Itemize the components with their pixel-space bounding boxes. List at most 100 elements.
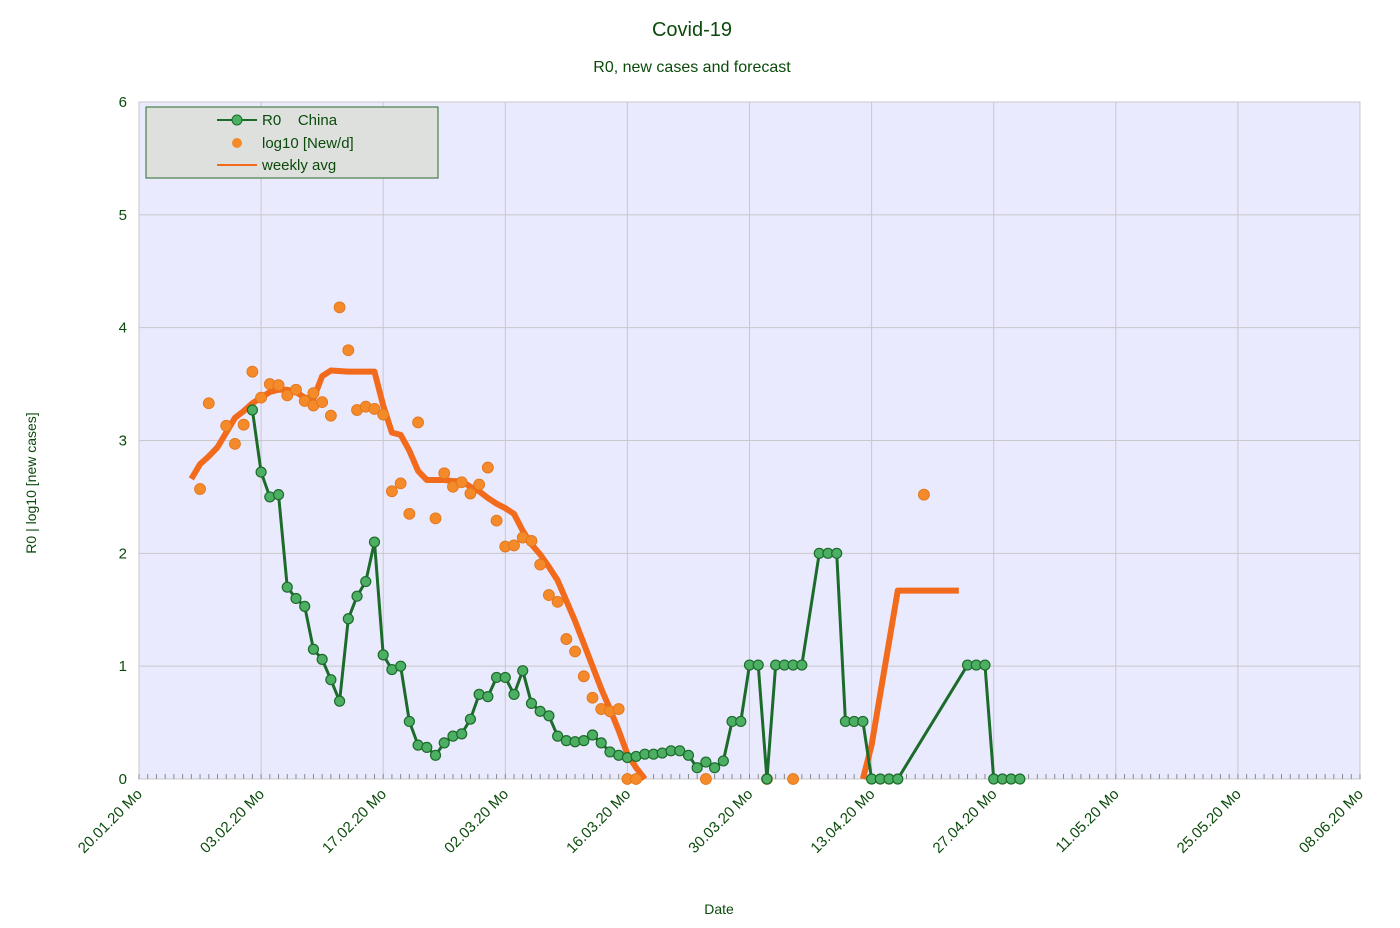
series-layer	[188, 301, 1026, 785]
x-tick-label: 20.01.20 Mo	[75, 786, 146, 857]
r0-point	[290, 592, 302, 605]
r0-point	[543, 710, 555, 722]
new-cases-point	[316, 396, 329, 409]
r0-point	[395, 660, 407, 672]
new-cases-point	[237, 418, 250, 431]
new-cases-point	[481, 461, 494, 474]
r0-point	[499, 671, 511, 684]
new-cases-point	[569, 645, 581, 658]
new-cases-point	[194, 483, 206, 495]
legend-r0-label: R0 China	[262, 112, 338, 129]
r0-point	[377, 649, 389, 661]
new-cases-point	[202, 397, 215, 410]
r0-point	[429, 749, 442, 761]
new-cases-point	[473, 478, 486, 491]
r0-point	[456, 728, 468, 740]
x-tick-label: 13.04.20 Mo	[807, 786, 878, 857]
r0-point	[700, 756, 712, 768]
r0-point	[595, 737, 607, 749]
new-cases-point	[255, 391, 268, 404]
r0-point	[307, 643, 320, 655]
r0-point	[717, 755, 729, 767]
r0-point	[360, 575, 372, 588]
r0-point	[421, 741, 433, 754]
new-cases-point	[534, 558, 547, 571]
r0-point	[1014, 773, 1026, 785]
r0-point	[316, 653, 328, 665]
r0-point	[586, 729, 599, 741]
x-tick-label: 02.03.20 Mo	[441, 786, 512, 857]
r0-point	[578, 735, 590, 747]
legend-new-cases-label: log10 [New/d]	[262, 135, 354, 152]
new-cases-point	[220, 419, 233, 432]
x-tick-label: 08.06.20 Mo	[1296, 786, 1367, 857]
new-cases-point	[551, 595, 564, 608]
r0-point	[709, 762, 721, 774]
r0-point	[333, 695, 346, 707]
legend-new-cases-marker	[232, 138, 242, 148]
y-tick-label: 3	[119, 433, 127, 450]
new-cases-point	[543, 589, 555, 601]
y-tick-label: 5	[119, 207, 127, 224]
new-cases-point	[246, 365, 259, 378]
new-cases-point	[290, 383, 302, 396]
r0-point	[761, 773, 773, 785]
x-tick-label: 27.04.20 Mo	[930, 786, 1001, 857]
r0-point	[482, 691, 494, 703]
x-tick-label: 30.03.20 Mo	[685, 786, 756, 857]
new-cases-point	[377, 408, 390, 421]
r0-point	[682, 749, 695, 761]
r0-point	[857, 715, 869, 728]
new-cases-point	[429, 512, 442, 525]
new-cases-point	[586, 691, 599, 704]
r0-point	[438, 737, 450, 749]
r0-point	[281, 581, 293, 593]
y-tick-label: 6	[119, 94, 127, 111]
r0-point	[892, 773, 904, 785]
r0-point	[342, 613, 354, 625]
r0-point	[272, 489, 285, 501]
y-tick-label: 0	[119, 771, 127, 788]
new-cases-point	[455, 476, 468, 489]
new-cases-point	[342, 344, 355, 357]
new-cases-point	[699, 773, 712, 785]
r0-point	[552, 730, 564, 742]
r0-point	[979, 659, 991, 671]
legend-r0-marker	[231, 114, 243, 126]
r0-point	[403, 715, 415, 728]
new-cases-point	[324, 409, 337, 422]
y-tick-label: 1	[119, 658, 127, 675]
new-cases-point	[438, 467, 451, 480]
x-axis-label: Date	[704, 901, 734, 917]
legend: R0 China log10 [New/d] weekly avg	[145, 106, 439, 179]
new-cases-point	[577, 670, 590, 683]
weekly-avg-forecast-line	[859, 587, 959, 780]
x-tick-label: 11.05.20 Mo	[1052, 786, 1122, 856]
new-cases-point	[918, 488, 930, 501]
new-cases-point	[386, 485, 398, 498]
new-cases-point	[229, 437, 241, 450]
new-cases-point	[560, 633, 573, 645]
x-tick-label: 16.03.20 Mo	[563, 786, 634, 857]
x-tick-labels: 20.01.20 Mo 03.02.20 Mo 17.02.20 Mo 02.03.2…	[75, 786, 1367, 857]
y-tick-labels: 0 1 2 3 4 5 6	[119, 94, 127, 788]
new-cases-point	[490, 514, 503, 527]
r0-point	[255, 466, 267, 478]
r0-point	[752, 659, 764, 671]
chart-subtitle: R0, new cases and forecast	[593, 59, 791, 76]
new-cases-point	[281, 389, 294, 402]
r0-point	[525, 697, 538, 710]
r0-point	[508, 688, 520, 700]
r0-point	[464, 713, 477, 725]
x-tick-label: 03.02.20 Mo	[197, 786, 268, 857]
new-cases-point	[525, 535, 538, 547]
y-tick-label: 2	[119, 545, 127, 562]
r0-point	[246, 404, 258, 416]
r0-point	[368, 536, 381, 548]
r0-point	[325, 674, 337, 686]
r0-point	[299, 600, 311, 612]
new-cases-point	[464, 487, 477, 500]
new-cases-point	[612, 703, 625, 715]
r0-point	[674, 745, 686, 757]
r0-point	[691, 762, 703, 774]
